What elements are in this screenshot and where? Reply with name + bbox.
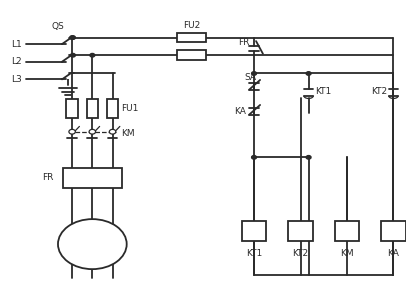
Circle shape xyxy=(89,129,96,134)
Text: 3~: 3~ xyxy=(86,246,99,255)
Text: FR: FR xyxy=(43,173,54,182)
Text: 3: 3 xyxy=(85,173,91,183)
Text: KM: KM xyxy=(340,249,354,257)
Bar xyxy=(289,221,313,241)
Circle shape xyxy=(252,72,256,75)
Bar xyxy=(381,221,406,241)
Text: KT2: KT2 xyxy=(293,249,309,257)
Circle shape xyxy=(252,156,256,159)
Bar xyxy=(177,33,206,42)
Text: KT1: KT1 xyxy=(315,87,331,96)
Text: FU1: FU1 xyxy=(120,104,138,113)
Text: L3: L3 xyxy=(11,75,22,84)
Circle shape xyxy=(70,36,75,39)
Text: KT1: KT1 xyxy=(246,249,262,257)
Circle shape xyxy=(90,53,95,57)
Bar xyxy=(66,99,78,118)
Text: KA: KA xyxy=(234,107,246,116)
Circle shape xyxy=(69,129,75,134)
Text: QS: QS xyxy=(52,22,64,31)
Bar xyxy=(335,221,359,241)
Text: L1: L1 xyxy=(11,40,22,48)
Text: FU2: FU2 xyxy=(183,21,200,30)
Circle shape xyxy=(306,72,311,75)
Circle shape xyxy=(58,219,127,269)
Text: L2: L2 xyxy=(11,57,22,66)
Text: KT2: KT2 xyxy=(371,87,387,96)
Text: KA: KA xyxy=(387,249,399,257)
Text: KM: KM xyxy=(120,129,134,138)
Bar xyxy=(242,221,266,241)
Circle shape xyxy=(306,156,311,159)
Bar xyxy=(87,99,98,118)
Text: SA: SA xyxy=(244,73,256,82)
Circle shape xyxy=(109,129,116,134)
Bar xyxy=(107,99,118,118)
Text: FR: FR xyxy=(239,38,250,47)
Circle shape xyxy=(70,53,75,57)
Circle shape xyxy=(70,36,74,39)
Bar xyxy=(63,168,122,188)
Text: M: M xyxy=(88,233,97,243)
Bar xyxy=(177,50,206,60)
